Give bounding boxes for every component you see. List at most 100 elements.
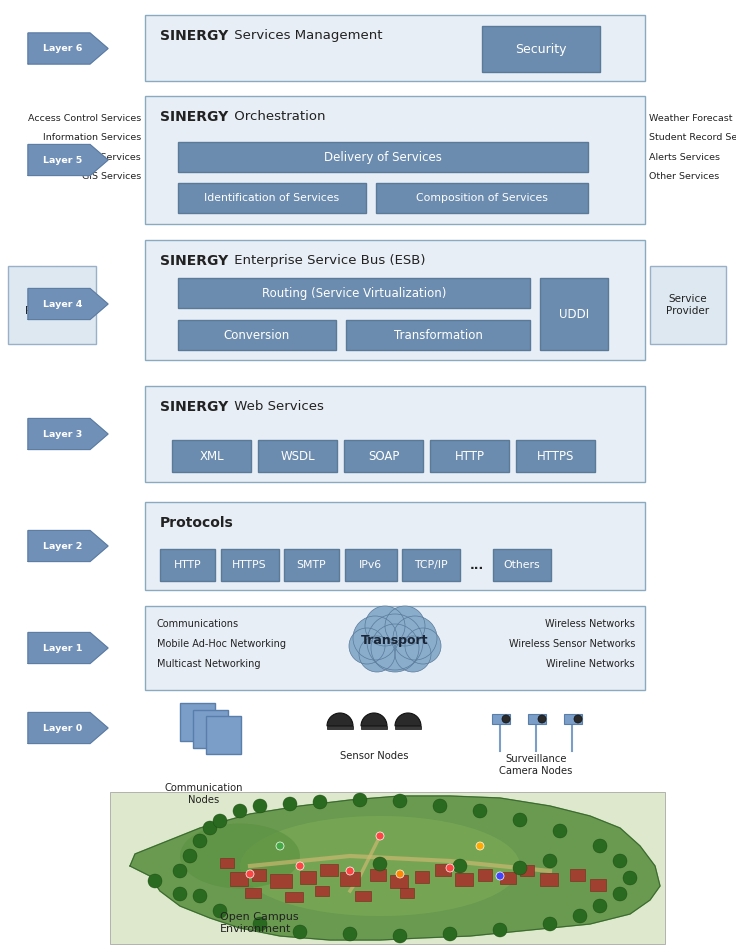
Bar	[564, 714, 582, 724]
Text: Access Control Services: Access Control Services	[28, 114, 141, 122]
Bar	[540, 278, 608, 350]
Bar	[493, 549, 551, 581]
Circle shape	[376, 832, 384, 840]
Text: Orchestration: Orchestration	[230, 110, 325, 123]
Circle shape	[396, 870, 404, 878]
Bar	[395, 726, 421, 728]
Text: Student Record Services: Student Record Services	[649, 133, 736, 142]
Bar	[193, 710, 228, 747]
Circle shape	[443, 927, 457, 941]
Text: Conversion: Conversion	[224, 328, 290, 342]
Bar	[8, 266, 96, 344]
Circle shape	[433, 799, 447, 813]
Circle shape	[393, 616, 437, 660]
Text: ...: ...	[470, 558, 484, 571]
Bar	[344, 440, 423, 472]
Text: Others: Others	[503, 560, 540, 570]
Bar	[540, 873, 558, 886]
Circle shape	[349, 628, 385, 664]
Bar	[245, 888, 261, 898]
Bar	[145, 386, 645, 482]
Bar	[570, 869, 585, 881]
Circle shape	[553, 824, 567, 838]
Text: Layer 2: Layer 2	[43, 541, 82, 551]
Bar	[270, 874, 292, 888]
Circle shape	[346, 867, 354, 875]
Text: Surveillance
Camera Nodes: Surveillance Camera Nodes	[499, 754, 573, 776]
Text: IPv6: IPv6	[359, 560, 382, 570]
Circle shape	[405, 628, 441, 664]
Circle shape	[213, 904, 227, 918]
Bar	[258, 440, 337, 472]
Ellipse shape	[240, 816, 520, 916]
Circle shape	[513, 861, 527, 875]
Wedge shape	[361, 713, 387, 726]
Bar	[340, 872, 360, 886]
Text: Transformation: Transformation	[394, 328, 482, 342]
Text: Layer 0: Layer 0	[43, 724, 82, 732]
Circle shape	[296, 862, 304, 870]
Bar	[145, 606, 645, 690]
Circle shape	[393, 929, 407, 943]
Text: SOAP: SOAP	[368, 449, 399, 463]
Text: Composition of Services: Composition of Services	[416, 193, 548, 203]
Circle shape	[593, 899, 607, 913]
Text: HTTP: HTTP	[455, 449, 484, 463]
Circle shape	[193, 834, 207, 848]
Text: Information Services: Information Services	[43, 133, 141, 142]
Bar	[430, 440, 509, 472]
Polygon shape	[28, 712, 108, 744]
Bar	[520, 865, 534, 876]
Text: Service
Provider: Service Provider	[666, 294, 710, 316]
Bar	[160, 549, 215, 581]
Bar	[435, 864, 451, 876]
Wedge shape	[327, 713, 353, 726]
Text: Routing (Service Virtualization): Routing (Service Virtualization)	[262, 287, 446, 300]
Bar	[145, 96, 645, 224]
Circle shape	[543, 917, 557, 931]
Bar	[516, 440, 595, 472]
Circle shape	[183, 849, 197, 863]
Circle shape	[502, 715, 510, 723]
Bar	[252, 869, 266, 881]
Text: SINERGY: SINERGY	[160, 29, 228, 43]
Polygon shape	[28, 33, 108, 64]
Text: Transport: Transport	[361, 634, 429, 646]
Text: Sensor Nodes: Sensor Nodes	[340, 751, 408, 761]
Bar	[492, 714, 510, 724]
Text: Wireless Sensor Networks: Wireless Sensor Networks	[509, 639, 635, 649]
Bar	[145, 240, 645, 360]
Bar	[590, 879, 606, 891]
Text: Enterprise Service Bus (ESB): Enterprise Service Bus (ESB)	[230, 254, 425, 267]
Bar	[346, 320, 530, 350]
Circle shape	[353, 616, 397, 660]
Text: HTTPS: HTTPS	[537, 449, 574, 463]
Circle shape	[359, 636, 395, 672]
Bar	[390, 875, 408, 888]
Bar	[178, 278, 530, 308]
Polygon shape	[28, 289, 108, 320]
Polygon shape	[28, 145, 108, 176]
Bar	[415, 871, 429, 883]
Bar	[400, 888, 414, 898]
Text: SINERGY: SINERGY	[160, 400, 228, 414]
Text: HTTP: HTTP	[174, 560, 202, 570]
Text: UDDI: UDDI	[559, 307, 589, 321]
Circle shape	[538, 715, 546, 723]
Bar	[230, 872, 248, 886]
Text: Identification of Services: Identification of Services	[205, 193, 339, 203]
Text: Other Services: Other Services	[649, 172, 719, 181]
Circle shape	[246, 870, 254, 878]
Bar	[300, 871, 316, 884]
Text: Service
Requestor: Service Requestor	[26, 294, 79, 316]
Text: Multicast Networking: Multicast Networking	[157, 659, 261, 669]
Text: WSDL: WSDL	[280, 449, 315, 463]
Polygon shape	[28, 418, 108, 449]
Bar	[370, 869, 386, 881]
Bar	[220, 858, 234, 868]
Text: HTTPS: HTTPS	[232, 560, 267, 570]
Circle shape	[493, 923, 507, 937]
Bar	[320, 864, 338, 876]
Text: SINERGY: SINERGY	[160, 110, 228, 124]
Text: Communication
Nodes: Communication Nodes	[165, 783, 244, 805]
